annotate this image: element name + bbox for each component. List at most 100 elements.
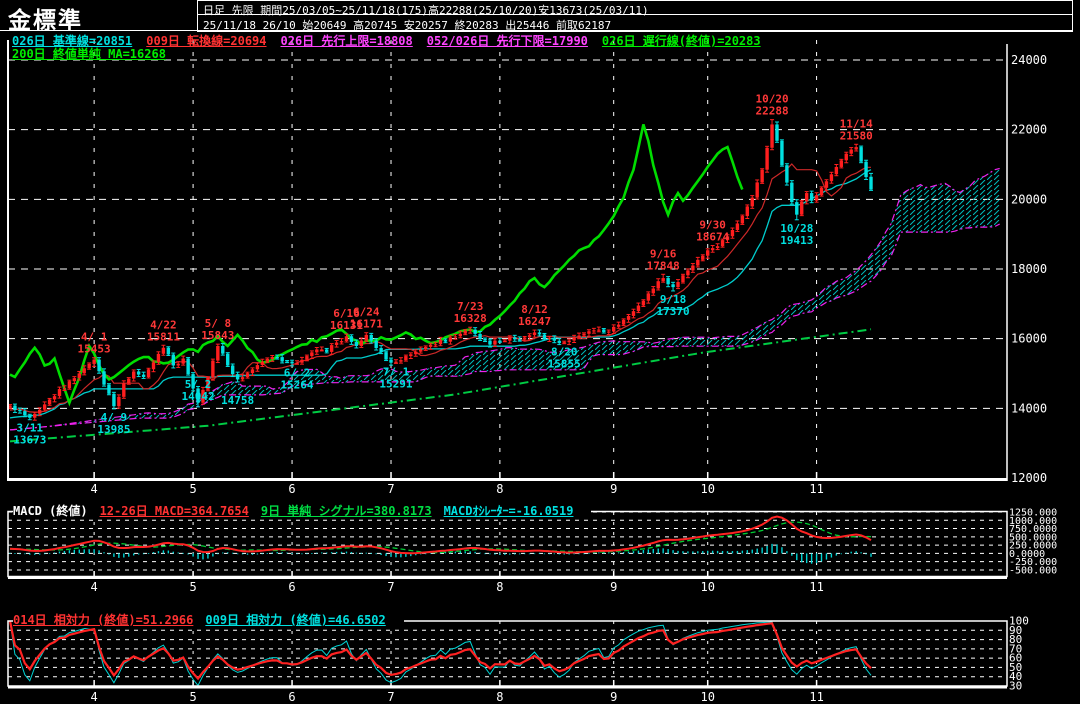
month-label: 10 <box>700 482 714 496</box>
macd-axis-label: 1250.000 <box>1009 507 1057 518</box>
macd-gridlines <box>8 511 1007 576</box>
month-label: 5 <box>189 580 196 594</box>
candles <box>8 119 874 421</box>
daily-quote-line: 25/11/18 26/10 始20649 高20745 安20257 終202… <box>203 19 612 32</box>
month-label: 4 <box>91 482 98 496</box>
ichimoku-legend: 026日 基準線=20851 009日 転換線=20694 026日 先行上限=18… <box>12 32 775 49</box>
svg-text:22288: 22288 <box>755 105 788 118</box>
month-label: 8 <box>496 482 503 496</box>
rsi-axis-label: 80 <box>1009 633 1022 646</box>
y-axis-label: 20000 <box>1011 192 1047 206</box>
month-label: 5 <box>189 690 196 704</box>
svg-text:9/30: 9/30 <box>699 219 726 232</box>
rsi-axis-label: 40 <box>1009 670 1022 683</box>
ma-legend: 200日 終値単純 MA=16268 <box>12 45 180 62</box>
svg-text:10/28: 10/28 <box>780 222 813 235</box>
svg-text:19413: 19413 <box>780 234 813 247</box>
month-label: 5 <box>189 482 196 496</box>
svg-text:4/ 1: 4/ 1 <box>81 331 108 344</box>
info-divider <box>198 14 1072 15</box>
svg-text:8/12: 8/12 <box>521 303 548 316</box>
month-label: 11 <box>809 482 823 496</box>
month-label: 7 <box>387 580 394 594</box>
rsi-gridlines <box>8 621 1007 686</box>
ichimoku-cloud <box>10 168 1000 430</box>
month-label: 4 <box>91 690 98 704</box>
month-label: 9 <box>610 482 617 496</box>
svg-text:21580: 21580 <box>840 129 873 142</box>
rsi9-line <box>9 620 872 687</box>
month-axis: 4 4 4 5 5 5 6 6 6 7 7 7 8 8 8 9 9 9 10 10 10 11 11 11 <box>91 472 824 704</box>
macd-header: MACD (終値) 12-26日 MACD=364.7654 9日 単純 シグナル=… <box>13 502 592 519</box>
svg-text:13985: 13985 <box>97 423 130 436</box>
quote-info-box: 日足 先限 期間25/03/05~25/11/18(175)高22288(25/… <box>197 0 1073 32</box>
month-label: 11 <box>809 580 823 594</box>
svg-text:17848: 17848 <box>647 259 680 272</box>
rsi-plot <box>8 620 872 687</box>
rsi-axis-label: 60 <box>1009 652 1022 665</box>
main-plot <box>8 119 1000 443</box>
macd-axis-label: 750.0000 <box>1009 524 1057 535</box>
rsi-axis-label: 100 <box>1009 615 1029 628</box>
rsi-axis-label: 90 <box>1009 624 1022 637</box>
rsi14-value: 014日 相対力 (終値)=51.2966 <box>13 613 194 627</box>
svg-text:6/ 2: 6/ 2 <box>284 366 311 379</box>
rsi-axis-label: 70 <box>1009 642 1022 655</box>
svg-text:9/16: 9/16 <box>650 247 677 260</box>
svg-text:16328: 16328 <box>454 312 487 325</box>
rsi-axis-label: 50 <box>1009 661 1022 674</box>
svg-text:14042: 14042 <box>181 390 214 403</box>
svg-text:4/22: 4/22 <box>150 318 177 331</box>
main-frame: 24000 22000 20000 18000 16000 14000 12000 <box>7 40 1047 485</box>
macd-axis-label: 500.0000 <box>1009 532 1057 543</box>
month-label: 8 <box>496 580 503 594</box>
macd-oscillator-value: MACDｵｼﾚｰﾀｰ=-16.0519 <box>443 504 574 518</box>
rsi-axis-label: 30 <box>1009 680 1022 693</box>
svg-text:15855: 15855 <box>548 358 581 371</box>
svg-text:6/16: 6/16 <box>333 307 360 320</box>
svg-text:14758: 14758 <box>221 394 254 407</box>
y-axis-label: 24000 <box>1011 53 1047 67</box>
y-axis-label: 14000 <box>1011 401 1047 415</box>
month-label: 8 <box>496 690 503 704</box>
svg-text:4/ 9: 4/ 9 <box>101 411 128 424</box>
y-axis-label: 22000 <box>1011 123 1047 137</box>
svg-text:15811: 15811 <box>147 330 180 343</box>
month-label: 7 <box>387 482 394 496</box>
rsi-header: 014日 相対力 (終値)=51.2966 009日 相対力 (終値)=46.65… <box>13 611 404 628</box>
macd-line <box>9 515 872 555</box>
macd-value: 12-26日 MACD=364.7654 <box>99 504 249 518</box>
y-axis-label: 16000 <box>1011 332 1047 346</box>
svg-text:5/ 8: 5/ 8 <box>205 317 232 330</box>
conversion-line <box>9 163 871 413</box>
ma200-line <box>9 328 872 443</box>
svg-text:6/24: 6/24 <box>353 306 380 319</box>
svg-text:10/20: 10/20 <box>755 93 788 106</box>
legend-lagging-line: 026日 遅行線(終値)=20283 <box>601 34 761 48</box>
legend-base-line: 026日 基準線=20851 <box>12 34 133 48</box>
legend-senkou-upper: 026日 先行上限=18808 <box>280 34 413 48</box>
svg-text:7/ 1: 7/ 1 <box>383 365 410 378</box>
svg-text:5/ 2: 5/ 2 <box>185 378 212 391</box>
macd-axis-label: -250.000 <box>1009 557 1057 568</box>
month-label: 11 <box>809 690 823 704</box>
svg-text:15291: 15291 <box>379 377 412 390</box>
svg-text:8/20: 8/20 <box>551 346 578 359</box>
svg-text:15264: 15264 <box>280 378 313 391</box>
svg-text:11/14: 11/14 <box>840 117 873 130</box>
month-label: 6 <box>288 580 295 594</box>
y-axis-label: 18000 <box>1011 262 1047 276</box>
lagging-span-line <box>9 124 744 407</box>
macd-histogram <box>9 543 872 564</box>
month-label: 9 <box>610 690 617 704</box>
macd-axis-label: 0.0000 <box>1009 549 1045 560</box>
macd-signal-line <box>10 521 872 554</box>
macd-axis-label: 250.0000 <box>1009 541 1057 552</box>
svg-text:17370: 17370 <box>657 305 690 318</box>
month-label: 10 <box>700 690 714 704</box>
svg-text:9/18: 9/18 <box>660 293 687 306</box>
macd-signal-value: 9日 単純 シグナル=380.8173 <box>260 504 432 518</box>
